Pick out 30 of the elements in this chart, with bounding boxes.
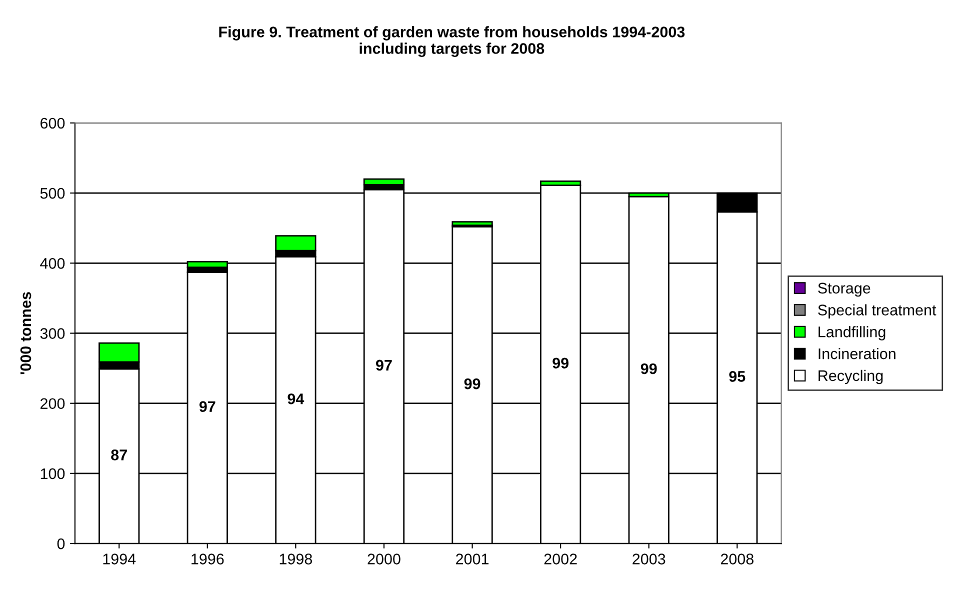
x-tick-label: 1998 — [280, 554, 312, 564]
y-axis-title: '000 tonnes — [20, 292, 32, 374]
x-tick-label: 2008 — [720, 554, 754, 564]
y-tick-label: 0 — [57, 538, 65, 550]
y-tick-label: 400 — [40, 258, 65, 269]
legend-label: Special treatment — [818, 304, 936, 318]
y-tick-label: 600 — [40, 118, 65, 129]
annotation: 99 — [464, 378, 480, 390]
legend-label: Landfilling — [818, 326, 886, 340]
annotation: 95 — [729, 371, 746, 382]
y-tick-label: 200 — [40, 398, 65, 410]
x-tick-label: 2001 — [456, 554, 489, 564]
annotation: 97 — [376, 360, 392, 371]
annotation: 99 — [640, 363, 657, 374]
y-tick-label: 300 — [40, 328, 65, 339]
y-tick-label: 100 — [40, 468, 65, 480]
y-tick-label: 500 — [40, 188, 65, 199]
annotation: 97 — [199, 401, 216, 412]
legend-label: Recycling — [818, 370, 883, 384]
x-tick-label: 2003 — [632, 554, 666, 564]
legend-label: Storage — [818, 282, 870, 297]
legend-label: Incineration — [818, 348, 896, 360]
x-tick-label: 1994 — [103, 554, 136, 564]
x-tick-label: 1996 — [192, 554, 224, 564]
annotation: 99 — [552, 358, 568, 369]
chart-title: Figure 9. Treatment of garden waste from households 1994-2003 including targets for 2008 — [219, 26, 685, 57]
x-tick-label: 2000 — [368, 554, 400, 564]
annotation: 94 — [288, 393, 304, 404]
x-tick-label: 2002 — [544, 554, 577, 564]
annotation: 87 — [111, 450, 127, 460]
